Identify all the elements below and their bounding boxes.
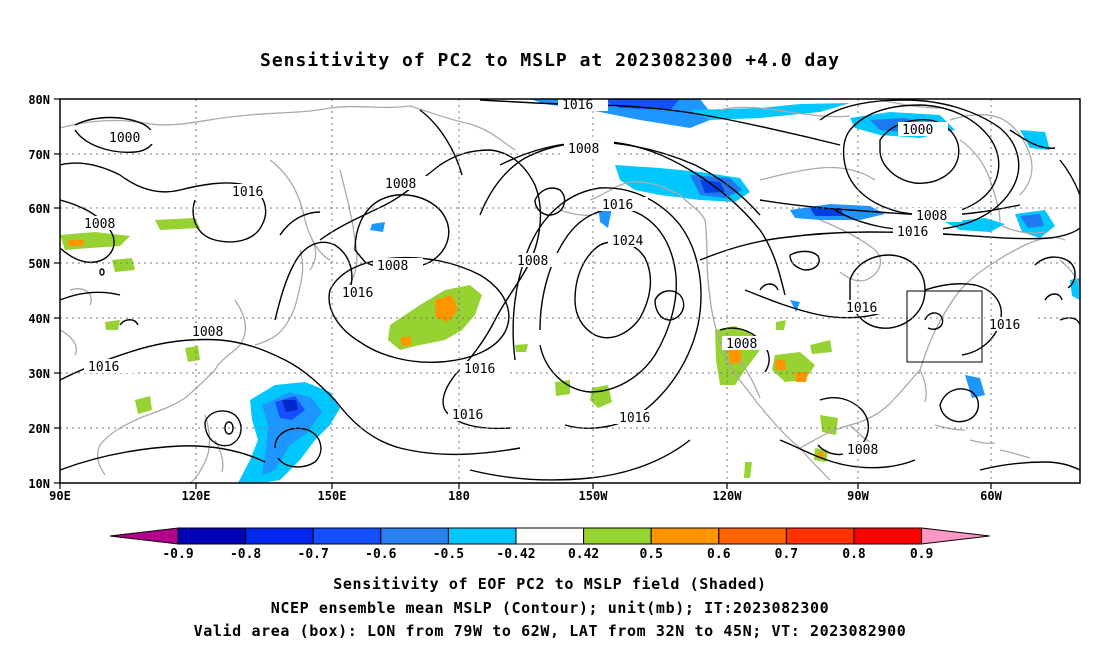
lat-label: 80N <box>28 93 50 107</box>
contour-labels: 1016 1000 1008 1016 1008 1008 1008 1016 … <box>80 97 1035 458</box>
valid-area-box <box>906 290 983 363</box>
contour-label: 1016 <box>88 360 119 375</box>
lon-label: 90W <box>847 489 869 503</box>
colorbar-label: 0.7 <box>775 547 798 562</box>
footer-line-2: NCEP ensemble mean MSLP (Contour); unit(… <box>270 599 830 617</box>
colorbar-segment <box>380 527 449 545</box>
lat-label: 60N <box>28 202 50 216</box>
colorbar-segment <box>718 527 787 545</box>
colorbar-segment <box>515 527 585 545</box>
lon-label: 120W <box>713 489 743 503</box>
footer-line-1: Sensitivity of EOF PC2 to MSLP field (Sh… <box>333 575 767 593</box>
lat-label: 20N <box>28 422 50 436</box>
contour-label: 1016 <box>602 198 633 213</box>
lat-label: 30N <box>28 367 50 381</box>
lat-label: 40N <box>28 312 50 326</box>
lon-label: 150W <box>579 489 609 503</box>
colorbar-label: -0.42 <box>496 547 535 562</box>
contour-label: 1016 <box>619 411 650 426</box>
contour-label: 1008 <box>517 254 548 269</box>
contour-label: 1008 <box>847 443 878 458</box>
axis-ticks <box>54 98 992 489</box>
contour-label: 1008 <box>192 325 223 340</box>
colorbar-segment <box>650 527 720 545</box>
lon-label: 60W <box>980 489 1002 503</box>
colorbar-label: -0.8 <box>230 547 261 562</box>
colorbar: -0.9 -0.8 -0.7 -0.6 -0.5 -0.42 0.42 0.5 0.6 0.7 0.… <box>109 527 990 562</box>
contour-label: 1016 <box>452 408 483 423</box>
contour-label: 1016 <box>989 318 1020 333</box>
contour-label: 1008 <box>726 337 757 352</box>
colorbar-segment <box>312 527 382 545</box>
colorbar-segment <box>245 527 314 545</box>
colorbar-label: 0.6 <box>707 547 731 562</box>
colorbar-segment <box>785 527 855 545</box>
colorbar-segment <box>853 527 923 545</box>
contour-label: 1008 <box>568 142 599 157</box>
colorbar-label: -0.5 <box>433 547 464 562</box>
colorbar-label: 0.5 <box>639 547 662 562</box>
colorbar-segment <box>447 527 517 545</box>
colorbar-segment <box>583 527 652 545</box>
colorbar-label: 0.8 <box>842 547 866 562</box>
contour-label: 1016 <box>562 98 593 113</box>
contour-label: 1024 <box>612 234 643 249</box>
contour-label: 1000 <box>902 123 933 138</box>
lon-label: 120E <box>182 489 211 503</box>
chart-title: Sensitivity of PC2 to MSLP at 2023082300… <box>259 50 840 71</box>
grid-lines <box>60 99 1080 483</box>
lat-label: 10N <box>28 477 50 491</box>
contour-label: 1008 <box>377 259 408 274</box>
colorbar-label: -0.7 <box>298 547 329 562</box>
colorbar-left-triangle <box>109 527 179 545</box>
lat-label: 50N <box>28 257 50 271</box>
contour-label: 1016 <box>342 286 373 301</box>
plot-frame <box>59 98 1081 484</box>
colorbar-label: -0.9 <box>162 547 193 562</box>
colorbar-label: 0.9 <box>910 547 933 562</box>
lon-label: 90E <box>49 489 71 503</box>
contour-label: 1000 <box>109 131 140 146</box>
colorbar-right-triangle <box>921 527 990 545</box>
colorbar-segment <box>177 527 247 545</box>
latitude-labels: 80N 70N 60N 50N 40N 30N 20N 10N <box>28 93 50 491</box>
contour-label: 1008 <box>84 217 115 232</box>
coastlines <box>60 99 1080 483</box>
lon-label: 180 <box>448 489 470 503</box>
contour-label: 1016 <box>232 185 263 200</box>
contour-label: 1008 <box>385 177 416 192</box>
contour-label: 1016 <box>897 225 928 240</box>
longitude-labels: 90E 120E 150E 180 150W 120W 90W 60W <box>49 489 1002 503</box>
contour-label: 1008 <box>916 209 947 224</box>
mslp-contours <box>60 99 1080 481</box>
colorbar-label: -0.6 <box>365 547 396 562</box>
contour-label: 1016 <box>464 362 495 377</box>
colorbar-label: 0.42 <box>568 547 599 562</box>
footer-line-3: Valid area (box): LON from 79W to 62W, L… <box>193 622 907 640</box>
contour-label: 1016 <box>846 301 877 316</box>
lon-label: 150E <box>318 489 347 503</box>
lat-label: 70N <box>28 148 50 162</box>
